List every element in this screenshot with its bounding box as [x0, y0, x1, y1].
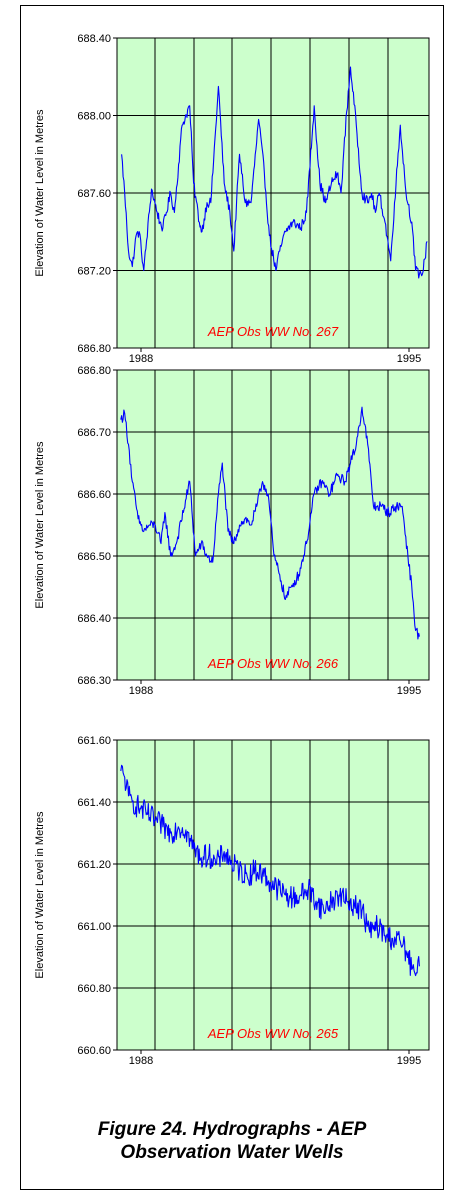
y-tick-label: 661.20	[77, 859, 111, 871]
x-tick-label: 1995	[397, 685, 421, 697]
x-tick-label: 1988	[129, 353, 153, 365]
x-tick-label: 1988	[129, 685, 153, 697]
x-tick-label: 1995	[397, 1055, 421, 1067]
plot-area	[117, 740, 429, 1050]
y-tick-label: 686.80	[77, 365, 111, 377]
y-axis-label: Elevation of Water Level in Metres	[34, 811, 46, 979]
chart-svg: 686.80 687.20 687.60 688.00 688.40 1988 1995 El…	[34, 33, 430, 365]
hydrograph-chart-267: 686.80 687.20 687.60 688.00 688.40 1988 1995 El…	[0, 30, 464, 405]
well-annotation: AEP Obs WW No. 265	[207, 1026, 339, 1041]
y-tick-label: 686.80	[77, 343, 111, 355]
hydrograph-chart-266: 686.30 686.40 686.50 686.60 686.70 686.80 1988…	[0, 362, 464, 737]
series-line	[121, 66, 428, 279]
figure-caption-line-2: Observation Water Wells	[120, 1142, 344, 1163]
y-tick-label: 687.20	[77, 266, 111, 278]
plot-border	[116, 369, 430, 681]
plot-area	[117, 370, 429, 680]
y-axis-label: Elevation of Water Level in Metres	[34, 109, 46, 277]
y-tick-label: 686.70	[77, 427, 111, 439]
y-tick-label: 686.40	[77, 613, 111, 625]
y-tick-label: 686.50	[77, 551, 111, 563]
chart-svg: 660.60 660.80 661.00 661.20 661.40 661.60 1988…	[34, 735, 430, 1067]
x-tick-label: 1995	[397, 353, 421, 365]
y-tick-label: 688.40	[77, 33, 111, 45]
series-line	[120, 764, 420, 977]
hydrograph-chart-265: 660.60 660.80 661.00 661.20 661.40 661.60 1988…	[0, 732, 464, 1107]
y-tick-label: 686.60	[77, 489, 111, 501]
series-line	[120, 406, 420, 640]
y-axis-label: Elevation of Water Level in Metres	[34, 441, 46, 609]
chart-svg: 686.30 686.40 686.50 686.60 686.70 686.80 1988…	[34, 365, 430, 697]
y-tick-label: 660.80	[77, 983, 111, 995]
plot-border	[116, 37, 430, 349]
well-annotation: AEP Obs WW No. 266	[207, 656, 339, 671]
well-annotation: AEP Obs WW No. 267	[207, 324, 339, 339]
y-tick-label: 661.40	[77, 797, 111, 809]
plot-border	[116, 739, 430, 1051]
y-tick-label: 687.60	[77, 188, 111, 200]
y-tick-label: 661.00	[77, 921, 111, 933]
y-tick-label: 660.60	[77, 1045, 111, 1057]
y-tick-label: 686.30	[77, 675, 111, 687]
figure-caption-line-1: Figure 24. Hydrographs - AEP	[97, 1119, 367, 1140]
x-tick-label: 1988	[129, 1055, 153, 1067]
y-tick-label: 688.00	[77, 111, 111, 123]
y-tick-label: 661.60	[77, 735, 111, 747]
